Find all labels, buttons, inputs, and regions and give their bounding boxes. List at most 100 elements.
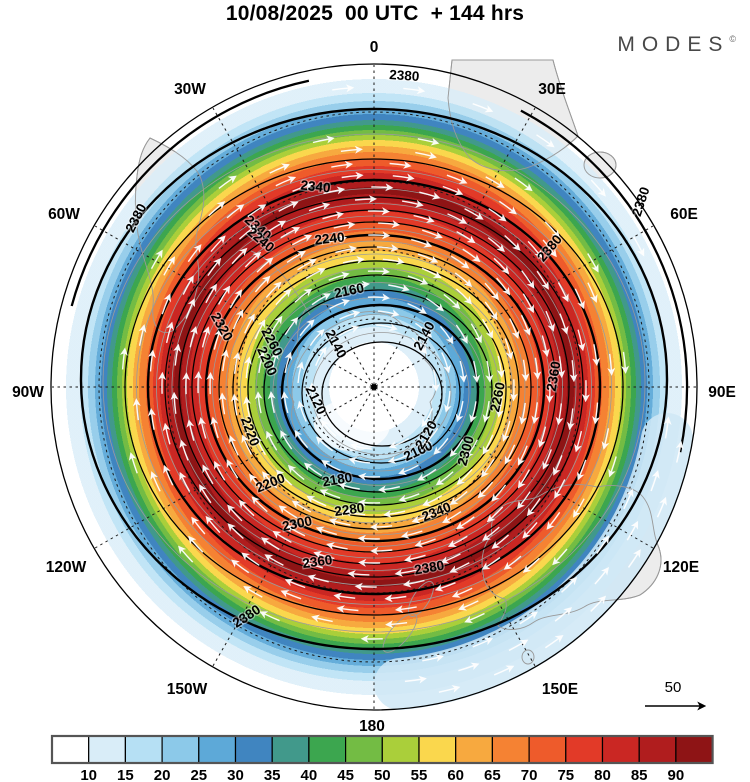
wind-arrow — [269, 315, 283, 335]
wind-arrow — [383, 509, 406, 518]
wind-arrow — [232, 352, 241, 374]
wind-arrow — [488, 208, 507, 222]
contour-2140 — [301, 322, 461, 464]
wind-arrow — [521, 359, 530, 382]
wind-arrow — [265, 281, 282, 298]
wind-arrow — [514, 177, 533, 192]
wind-arrow — [322, 211, 344, 220]
wind-arrow — [354, 582, 377, 591]
wind-arrow — [527, 240, 543, 259]
colorbar-cell — [565, 735, 604, 764]
wind-arrow — [411, 238, 433, 248]
wind-arrow — [520, 314, 531, 336]
wind-arrow — [226, 204, 245, 219]
wind-arrow — [451, 587, 473, 598]
wind-arrow — [378, 220, 401, 228]
wind-arrow — [449, 438, 464, 458]
wind-arrow — [484, 282, 499, 301]
wind-arrow — [450, 255, 470, 269]
wind-arrow — [284, 578, 306, 589]
intermediate-contour — [255, 282, 500, 499]
wind-arrow — [439, 325, 454, 345]
colorbar: 10 15 20 25 30 35 40 45 50 55 60 65 70 75 80 85 90 — [50, 734, 714, 782]
wind-arrow — [358, 472, 381, 481]
wind-arrow — [343, 509, 366, 517]
colorbar-tick: 15 — [117, 767, 134, 782]
wind-arrow — [566, 408, 575, 431]
wind-arrow — [367, 293, 390, 302]
colorbar-cell — [381, 735, 420, 764]
wind-arrow — [493, 665, 515, 676]
contour-2300 — [178, 209, 570, 565]
wind-arrow — [482, 526, 500, 541]
wind-arrow — [232, 309, 244, 330]
wind-arrow — [165, 321, 174, 344]
wind-arrow — [132, 398, 141, 421]
wind-arrow — [516, 491, 531, 510]
wind-arrow — [230, 393, 239, 416]
wind-arrow — [271, 351, 279, 373]
wind-arrow — [447, 535, 468, 547]
wind-arrow — [503, 555, 522, 570]
wind-arrow — [340, 145, 363, 154]
wind-arrow — [311, 293, 331, 306]
wind-arrow — [456, 516, 475, 530]
wind-arrow — [297, 400, 307, 422]
wind-arrow — [254, 319, 266, 340]
vector-reference: 50 — [645, 679, 707, 711]
wind-arrow — [244, 313, 255, 334]
wind-arrow — [147, 407, 156, 430]
lon-label-150e: 150E — [542, 681, 578, 698]
wind-arrow — [254, 435, 266, 456]
colorbar-tick: 45 — [337, 767, 354, 782]
wind-arrow — [434, 582, 456, 592]
wind-arrow — [546, 511, 561, 530]
wind-arrow — [485, 176, 505, 188]
wind-arrow — [280, 391, 289, 414]
wind-arrow — [348, 280, 370, 289]
wind-arrow — [557, 282, 569, 303]
wind-arrow — [213, 328, 222, 350]
wind-arrow — [338, 482, 360, 490]
wind-arrow — [266, 430, 278, 451]
wind-arrow — [299, 319, 315, 337]
wind-arrow — [321, 460, 341, 472]
wind-arrow — [338, 325, 360, 337]
wind-arrow — [626, 520, 639, 541]
latitude-circle — [98, 111, 650, 663]
colorbar-cell — [198, 735, 237, 764]
colorbar-cell — [528, 735, 567, 764]
wind-arrow — [291, 500, 312, 513]
wind-arrow — [595, 535, 610, 554]
wind-arrow — [491, 534, 510, 549]
wind-arrow — [522, 293, 534, 314]
contour-label-2340: 2340 — [300, 177, 331, 195]
wind-arrow — [411, 337, 427, 355]
wind-arrow — [536, 270, 549, 290]
lon-label-120e: 120E — [663, 559, 699, 576]
wind-arrow — [376, 243, 399, 252]
wind-arrow — [249, 473, 264, 492]
wind-arrow — [417, 253, 439, 263]
wind-arrow — [472, 103, 494, 113]
wind-arrow — [138, 324, 147, 346]
colorbar-tick: 10 — [80, 767, 97, 782]
wind-arrow — [627, 549, 641, 568]
contour-2380-edge — [520, 109, 689, 453]
intermediate-contour — [102, 133, 646, 633]
wind-arrow — [280, 430, 293, 450]
wind-arrow — [202, 464, 214, 485]
wind-arrow — [553, 455, 563, 476]
wind-arrow — [441, 352, 451, 374]
wind-arrow — [207, 257, 222, 276]
wind-arrow — [542, 449, 552, 470]
contour-label-2380: 2380 — [629, 185, 653, 218]
wind-arrow — [309, 328, 325, 346]
wind-arrow — [472, 637, 494, 648]
wind-arrow — [442, 185, 464, 196]
wind-arrow — [312, 135, 335, 144]
wind-arrow — [305, 267, 326, 279]
colorbar-cell — [234, 735, 273, 764]
wind-arrow — [205, 283, 217, 304]
wind-arrow — [388, 284, 410, 292]
